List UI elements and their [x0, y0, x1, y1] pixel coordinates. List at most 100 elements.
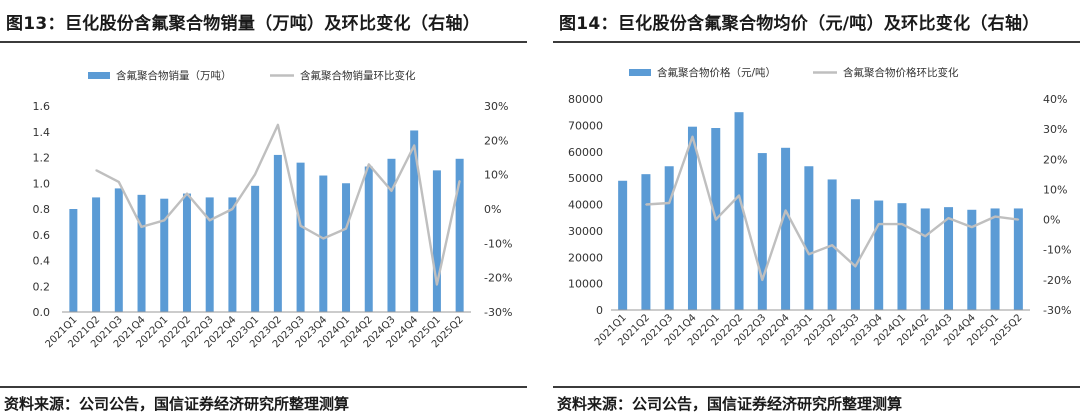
- line-point: [367, 163, 370, 166]
- bar: [967, 209, 977, 310]
- line-point: [691, 135, 694, 138]
- y2-tick-label: 10%: [1043, 183, 1067, 196]
- bar: [874, 200, 884, 310]
- bar: [897, 203, 907, 310]
- legend: 含氟聚合物销量（万吨） 含氟聚合物销量环比变化: [88, 69, 416, 82]
- y2-tick-label: -10%: [1043, 244, 1071, 257]
- y-tick-label: 1.0: [33, 177, 51, 190]
- bar: [944, 207, 954, 310]
- line-point: [1017, 218, 1020, 221]
- line-point: [808, 253, 810, 256]
- bar: [920, 208, 930, 310]
- y-tick-label: 0.2: [33, 280, 51, 293]
- line-point: [390, 190, 393, 192]
- x-axis: 2021Q12021Q22021Q32021Q42022Q12022Q22022…: [44, 314, 466, 350]
- line-point: [645, 203, 647, 206]
- legend-label-line: 含氟聚合物销量环比变化: [300, 69, 416, 82]
- bar: [342, 183, 351, 312]
- line-point: [994, 215, 996, 218]
- bar: [664, 166, 674, 310]
- y2-tick-label: 30%: [1043, 123, 1067, 136]
- line-point: [877, 223, 880, 225]
- y2-tick-label: 20%: [1043, 153, 1067, 166]
- line-point: [971, 226, 973, 228]
- y-tick-label: 60000: [568, 146, 603, 159]
- y-axis-left: 0.0 0.2 0.4 0.6 0.8 1.0 1.2 1.4 1.6: [33, 100, 51, 319]
- y2-tick-label: -30%: [484, 306, 512, 319]
- bar: [228, 197, 237, 312]
- legend-swatch-bar: [88, 72, 110, 79]
- y-tick-label: 40000: [568, 199, 603, 212]
- y2-tick-label: 10%: [484, 169, 508, 182]
- x-axis: 2021Q12021Q22021Q32021Q42022Q12022Q22022…: [593, 312, 1025, 348]
- source-divider: [0, 386, 527, 388]
- bar: [114, 188, 123, 312]
- y-tick-label: 1.2: [33, 152, 51, 165]
- line-point: [668, 202, 670, 204]
- y-tick-label: 1.4: [33, 126, 51, 139]
- y2-tick-label: -10%: [484, 237, 512, 250]
- line-point: [231, 208, 234, 210]
- y-tick-label: 0.4: [33, 255, 51, 268]
- source-note: 资料来源：公司公告，国信证券经济研究所整理测算: [557, 395, 903, 413]
- bar: [455, 158, 464, 312]
- chart-title: 图13：巨化股份含氟聚合物销量（万吨）及环比变化（右轴）: [6, 14, 481, 34]
- line-point: [947, 217, 950, 219]
- chart-title: 图14：巨化股份含氟聚合物均价（元/吨）及环比变化（右轴）: [559, 14, 1040, 34]
- bar: [850, 199, 860, 310]
- y2-tick-label: 40%: [1043, 93, 1067, 106]
- y-tick-label: 50000: [568, 172, 603, 185]
- bar: [1013, 208, 1023, 310]
- line-point: [163, 219, 166, 222]
- bar: [990, 208, 1000, 310]
- bar: [296, 162, 305, 312]
- y-tick-label: 0.8: [33, 203, 51, 216]
- line-point: [761, 279, 764, 281]
- bar: [387, 158, 396, 312]
- bar: [757, 153, 767, 310]
- y2-tick-label: 0%: [484, 203, 501, 216]
- y-tick-label: 80000: [568, 93, 603, 106]
- line-point: [118, 181, 120, 183]
- y2-tick-label: 30%: [484, 100, 508, 113]
- legend-label-bar: 含氟聚合物价格（元/吨）: [657, 66, 776, 79]
- line-point: [140, 226, 143, 228]
- bar: [687, 126, 697, 310]
- legend-label-line: 含氟聚合物价格环比变化: [843, 66, 959, 79]
- legend-swatch-bar: [629, 69, 651, 76]
- source-note: 资料来源：公司公告，国信证券经济研究所整理测算: [4, 395, 350, 413]
- y-tick-label: 70000: [568, 119, 603, 132]
- line-point: [854, 265, 857, 268]
- bar: [69, 209, 78, 312]
- bar: [205, 197, 214, 312]
- title-divider: [553, 41, 1080, 43]
- bar: [618, 180, 628, 310]
- line-point: [322, 237, 325, 240]
- line-point: [436, 283, 438, 286]
- line-point: [345, 227, 347, 230]
- source-divider: [553, 386, 1080, 388]
- y2-tick-label: -20%: [484, 272, 512, 285]
- line-point: [458, 180, 461, 182]
- bar: [410, 130, 419, 312]
- line-points: [95, 124, 461, 286]
- line-point: [299, 225, 302, 227]
- bar: [641, 174, 651, 310]
- bar: [273, 154, 282, 312]
- line-point: [186, 192, 188, 195]
- y-axis-right: -30% -20% -10% 0% 10% 20% 30%: [484, 100, 512, 319]
- bar: [364, 166, 373, 312]
- title-divider: [0, 41, 527, 43]
- line-points: [645, 135, 1020, 281]
- line-point: [208, 219, 211, 222]
- bar: [182, 193, 191, 312]
- y-axis-right: -30% -20% -10% 0% 10% 20% 30% 40%: [1043, 93, 1071, 317]
- y2-tick-label: 0%: [1043, 214, 1060, 227]
- line-point: [277, 124, 279, 126]
- y2-tick-label: -20%: [1043, 274, 1071, 287]
- bar: [319, 175, 328, 312]
- line-point: [714, 218, 717, 221]
- line-point: [95, 169, 97, 172]
- legend: 含氟聚合物价格（元/吨） 含氟聚合物价格环比变化: [629, 66, 959, 79]
- y-axis-left: 0 10000 20000 30000 40000 50000 60000 70000 8000…: [568, 93, 603, 317]
